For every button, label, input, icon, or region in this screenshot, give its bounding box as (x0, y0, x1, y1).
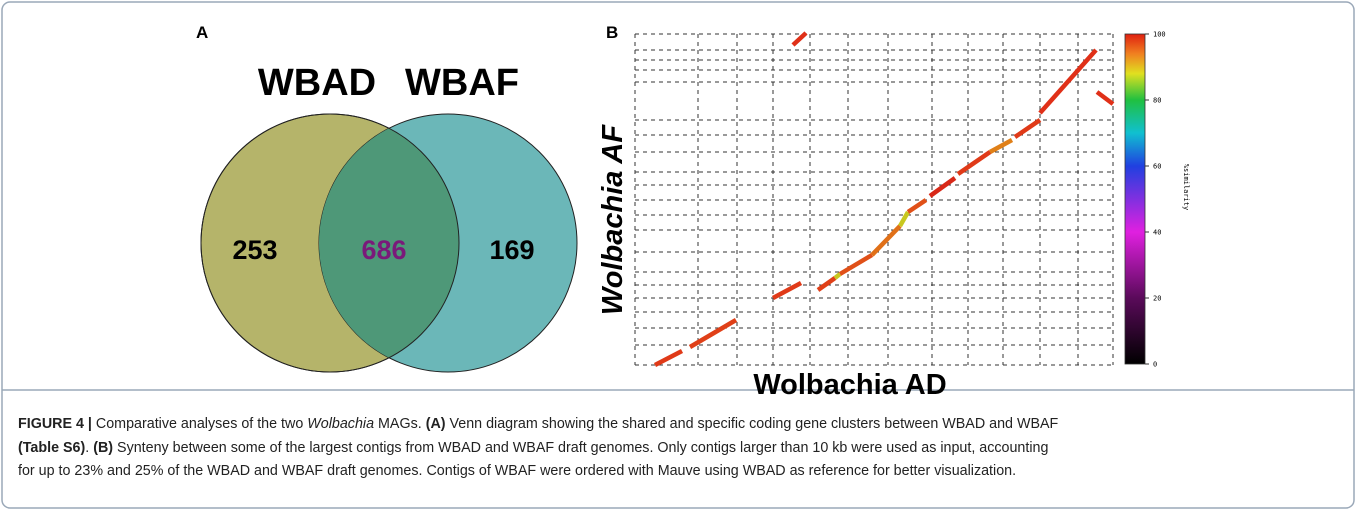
colorbar-tick-label: 80 (1153, 97, 1161, 105)
count: 169 (489, 235, 534, 265)
x-axis-label: Wolbachia AD (753, 369, 946, 401)
caption-text: Wolbachia (307, 416, 375, 432)
grid (634, 33, 1114, 366)
caption-text: for up to 23% and 25% of the WBAD and WB… (18, 463, 1017, 479)
panel-label: B (606, 23, 618, 42)
count: 686 (361, 235, 406, 265)
caption-text: (Table S6) (18, 439, 86, 456)
y-axis-label: Wolbachia AF (597, 124, 629, 315)
set-label: WBAD (258, 62, 376, 104)
venn-left-outline (200, 113, 460, 373)
colorbar-label: %similarity (1182, 164, 1190, 210)
colorbar (1124, 33, 1146, 365)
colorbar-tick-label: 100 (1153, 31, 1166, 39)
caption-text: Comparative analyses of the two (91, 416, 308, 432)
caption-text: (B) (93, 439, 114, 456)
caption: FIGURE 4 | Comparative analyses of the t… (18, 413, 1348, 484)
caption-text: (A) (425, 416, 446, 432)
caption-text: Synteny between some of the largest cont… (113, 439, 1049, 456)
colorbar-tick-label: 0 (1153, 361, 1157, 369)
colorbar-tick-label: 60 (1153, 163, 1161, 171)
caption-text: . (85, 439, 94, 456)
colorbar-tick-label: 40 (1153, 229, 1161, 237)
caption-text: MAGs. (374, 416, 426, 432)
count: 253 (232, 235, 277, 265)
caption-text: Venn diagram showing the shared and spec… (445, 416, 1059, 432)
panel-label: A (196, 23, 208, 42)
colorbar-ticks: 0 20 40 60 80 100 (1145, 31, 1166, 369)
venn-overlap (319, 114, 459, 372)
caption-text: FIGURE 4 | (18, 416, 92, 432)
synteny (653, 31, 1115, 367)
colorbar-tick-label: 20 (1153, 295, 1161, 303)
set-label: WBAF (405, 62, 519, 104)
